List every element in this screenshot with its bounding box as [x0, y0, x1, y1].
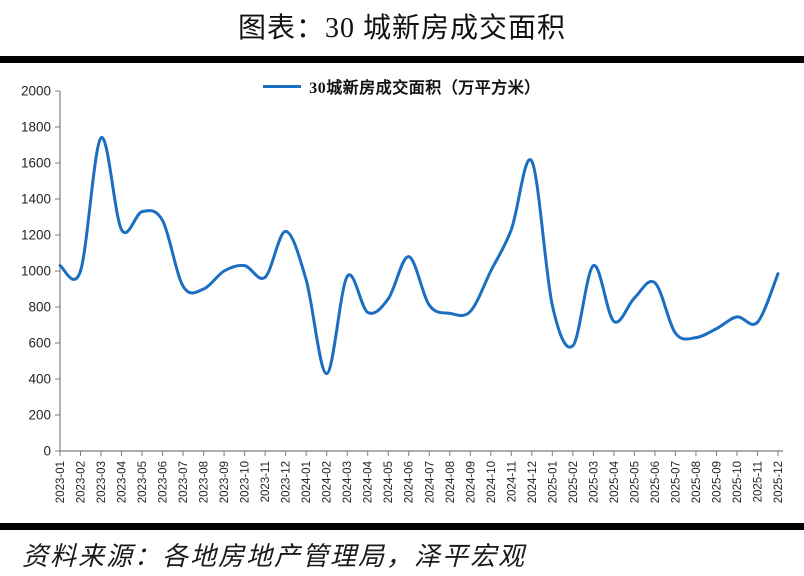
svg-text:2024-02: 2024-02: [322, 461, 334, 503]
svg-text:2023-02: 2023-02: [76, 461, 88, 503]
svg-text:800: 800: [28, 300, 51, 315]
svg-text:2023-08: 2023-08: [199, 461, 211, 503]
svg-text:2024-06: 2024-06: [404, 461, 416, 503]
svg-text:2000: 2000: [21, 84, 51, 99]
series-line: [58, 136, 780, 376]
svg-text:2025-01: 2025-01: [547, 461, 559, 503]
svg-text:2023-04: 2023-04: [117, 460, 129, 503]
chart-area: 30城新房成交面积（万平方米） 0 200 400 600 800 1000 1200 140…: [0, 63, 804, 523]
svg-text:2024-05: 2024-05: [383, 461, 395, 503]
svg-text:2024-11: 2024-11: [506, 461, 518, 502]
legend-line-swatch: [263, 84, 302, 88]
svg-text:2025-08: 2025-08: [691, 461, 703, 503]
svg-text:0: 0: [43, 444, 51, 459]
svg-text:2025-07: 2025-07: [670, 461, 682, 503]
svg-text:2025-11: 2025-11: [752, 461, 764, 502]
svg-text:400: 400: [28, 372, 51, 387]
svg-text:1600: 1600: [21, 156, 51, 171]
svg-text:2025-02: 2025-02: [568, 461, 580, 503]
svg-text:2025-10: 2025-10: [732, 461, 744, 503]
svg-text:2023-09: 2023-09: [219, 461, 231, 503]
line-chart: 0 200 400 600 800 1000 1200 1400 1600 1800 2000 202…: [21, 84, 785, 504]
svg-text:2023-01: 2023-01: [55, 461, 67, 503]
svg-text:2024-07: 2024-07: [424, 461, 436, 503]
svg-text:2025-12: 2025-12: [773, 461, 785, 503]
svg-text:200: 200: [28, 408, 51, 423]
svg-text:2025-06: 2025-06: [650, 461, 662, 503]
svg-text:2025-09: 2025-09: [711, 461, 723, 503]
svg-text:2025-04: 2025-04: [609, 460, 621, 503]
svg-text:2024-03: 2024-03: [342, 461, 354, 503]
x-axis: 2023-01 2023-02 2023-03 2023-04 2023-05 2023-…: [55, 450, 785, 503]
svg-text:600: 600: [28, 336, 51, 351]
y-axis: 0 200 400 600 800 1000 1200 1400 1600 1800 2000: [21, 84, 61, 459]
svg-text:2025-05: 2025-05: [629, 461, 641, 503]
chart-legend: 30城新房成交面积（万平方米）: [0, 74, 804, 98]
svg-text:2023-06: 2023-06: [158, 461, 170, 503]
svg-text:2023-11: 2023-11: [260, 461, 272, 502]
svg-text:1000: 1000: [21, 264, 51, 279]
svg-text:2023-05: 2023-05: [137, 461, 149, 503]
svg-text:1800: 1800: [21, 120, 51, 135]
legend-label: 30城新房成交面积（万平方米）: [309, 80, 541, 97]
svg-text:1400: 1400: [21, 192, 51, 207]
page-title: 图表：30 城新房成交面积: [237, 13, 566, 44]
svg-text:2023-12: 2023-12: [281, 461, 293, 503]
top-divider: [0, 56, 804, 63]
svg-text:2023-07: 2023-07: [178, 461, 190, 503]
bottom-divider: [0, 523, 804, 530]
svg-text:2024-01: 2024-01: [301, 461, 313, 503]
svg-text:1200: 1200: [21, 228, 51, 243]
svg-text:2024-10: 2024-10: [486, 461, 498, 503]
svg-text:2025-03: 2025-03: [588, 461, 600, 503]
svg-text:2023-10: 2023-10: [240, 461, 252, 503]
svg-text:2023-03: 2023-03: [96, 461, 108, 503]
svg-text:2024-12: 2024-12: [527, 461, 539, 503]
svg-text:2024-08: 2024-08: [445, 461, 457, 503]
svg-text:2024-04: 2024-04: [363, 460, 375, 503]
source-note: 资料来源：各地房地产管理局，泽平宏观: [22, 542, 527, 571]
svg-text:2024-09: 2024-09: [465, 461, 477, 503]
